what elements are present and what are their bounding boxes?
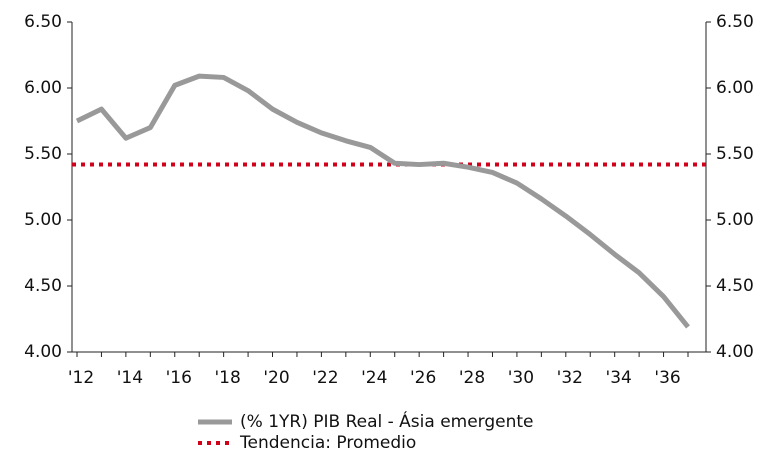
x-tick-label: '12	[68, 368, 94, 388]
x-tick-label: '20	[263, 368, 289, 388]
y2-tick-label: 4.00	[716, 342, 754, 362]
y-tick-label: 6.00	[24, 78, 62, 98]
x-tick-label: '24	[361, 368, 387, 388]
y-tick-label: 5.00	[24, 210, 62, 230]
y2-tick-label: 6.50	[716, 12, 754, 32]
y2-tick-label: 6.00	[716, 78, 754, 98]
legend-label: Tendencia: Promedio	[239, 433, 416, 452]
y2-tick-label: 4.50	[716, 276, 754, 296]
y2-tick-label: 5.50	[716, 144, 754, 164]
y-tick-label: 5.50	[24, 144, 62, 164]
x-tick-label: '14	[117, 368, 143, 388]
x-tick-label: '18	[214, 368, 240, 388]
x-tick-label: '28	[459, 368, 485, 388]
x-tick-label: '26	[410, 368, 436, 388]
y-tick-label: 4.00	[24, 342, 62, 362]
x-tick-label: '22	[312, 368, 338, 388]
series-line	[75, 73, 690, 329]
x-tick-label: '16	[166, 368, 192, 388]
x-tick-label: '30	[508, 368, 534, 388]
y2-tick-label: 5.00	[716, 210, 754, 230]
y-tick-label: 6.50	[24, 12, 62, 32]
x-tick-label: '32	[557, 368, 583, 388]
y-tick-label: 4.50	[24, 276, 62, 296]
x-tick-label: '34	[606, 368, 632, 388]
legend-label: (% 1YR) PIB Real - Ásia emergente	[240, 410, 534, 432]
x-tick-label: '36	[654, 368, 680, 388]
